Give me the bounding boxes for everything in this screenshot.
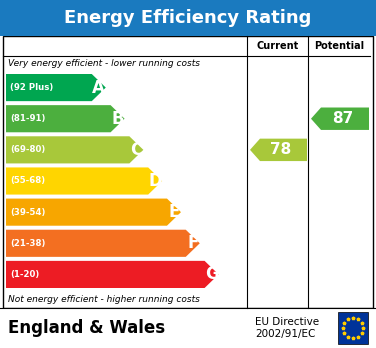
Polygon shape [6, 136, 143, 164]
Text: (39-54): (39-54) [10, 208, 45, 217]
Bar [3, 36, 373, 308]
Text: Energy Efficiency Rating: Energy Efficiency Rating [64, 9, 312, 27]
Polygon shape [250, 139, 307, 161]
Polygon shape [6, 105, 124, 132]
Polygon shape [6, 199, 181, 226]
Bar [338, 312, 368, 344]
Text: Current: Current [256, 41, 299, 51]
Polygon shape [6, 167, 162, 195]
Bar [0, 0, 376, 36]
Text: (1-20): (1-20) [10, 270, 39, 279]
Text: Not energy efficient - higher running costs: Not energy efficient - higher running co… [8, 294, 200, 303]
Text: C: C [130, 141, 143, 159]
Text: A: A [92, 79, 105, 97]
Bar [0, 308, 376, 348]
Text: 78: 78 [270, 142, 292, 157]
Polygon shape [6, 230, 200, 257]
Text: Very energy efficient - lower running costs: Very energy efficient - lower running co… [8, 60, 200, 69]
Text: B: B [111, 110, 124, 128]
Polygon shape [311, 108, 369, 130]
Polygon shape [6, 261, 218, 288]
Text: EU Directive: EU Directive [255, 317, 319, 327]
Text: (21-38): (21-38) [10, 239, 45, 248]
Text: G: G [205, 266, 218, 283]
Text: (69-80): (69-80) [10, 145, 45, 155]
Polygon shape [6, 74, 106, 101]
Text: 87: 87 [332, 111, 353, 126]
Text: F: F [187, 234, 199, 252]
Text: (92 Plus): (92 Plus) [10, 83, 53, 92]
Text: Potential: Potential [314, 41, 364, 51]
Text: England & Wales: England & Wales [8, 319, 165, 337]
Text: (81-91): (81-91) [10, 114, 45, 123]
Text: E: E [168, 203, 180, 221]
Text: D: D [148, 172, 162, 190]
Text: 2002/91/EC: 2002/91/EC [255, 329, 315, 339]
Text: (55-68): (55-68) [10, 176, 45, 185]
